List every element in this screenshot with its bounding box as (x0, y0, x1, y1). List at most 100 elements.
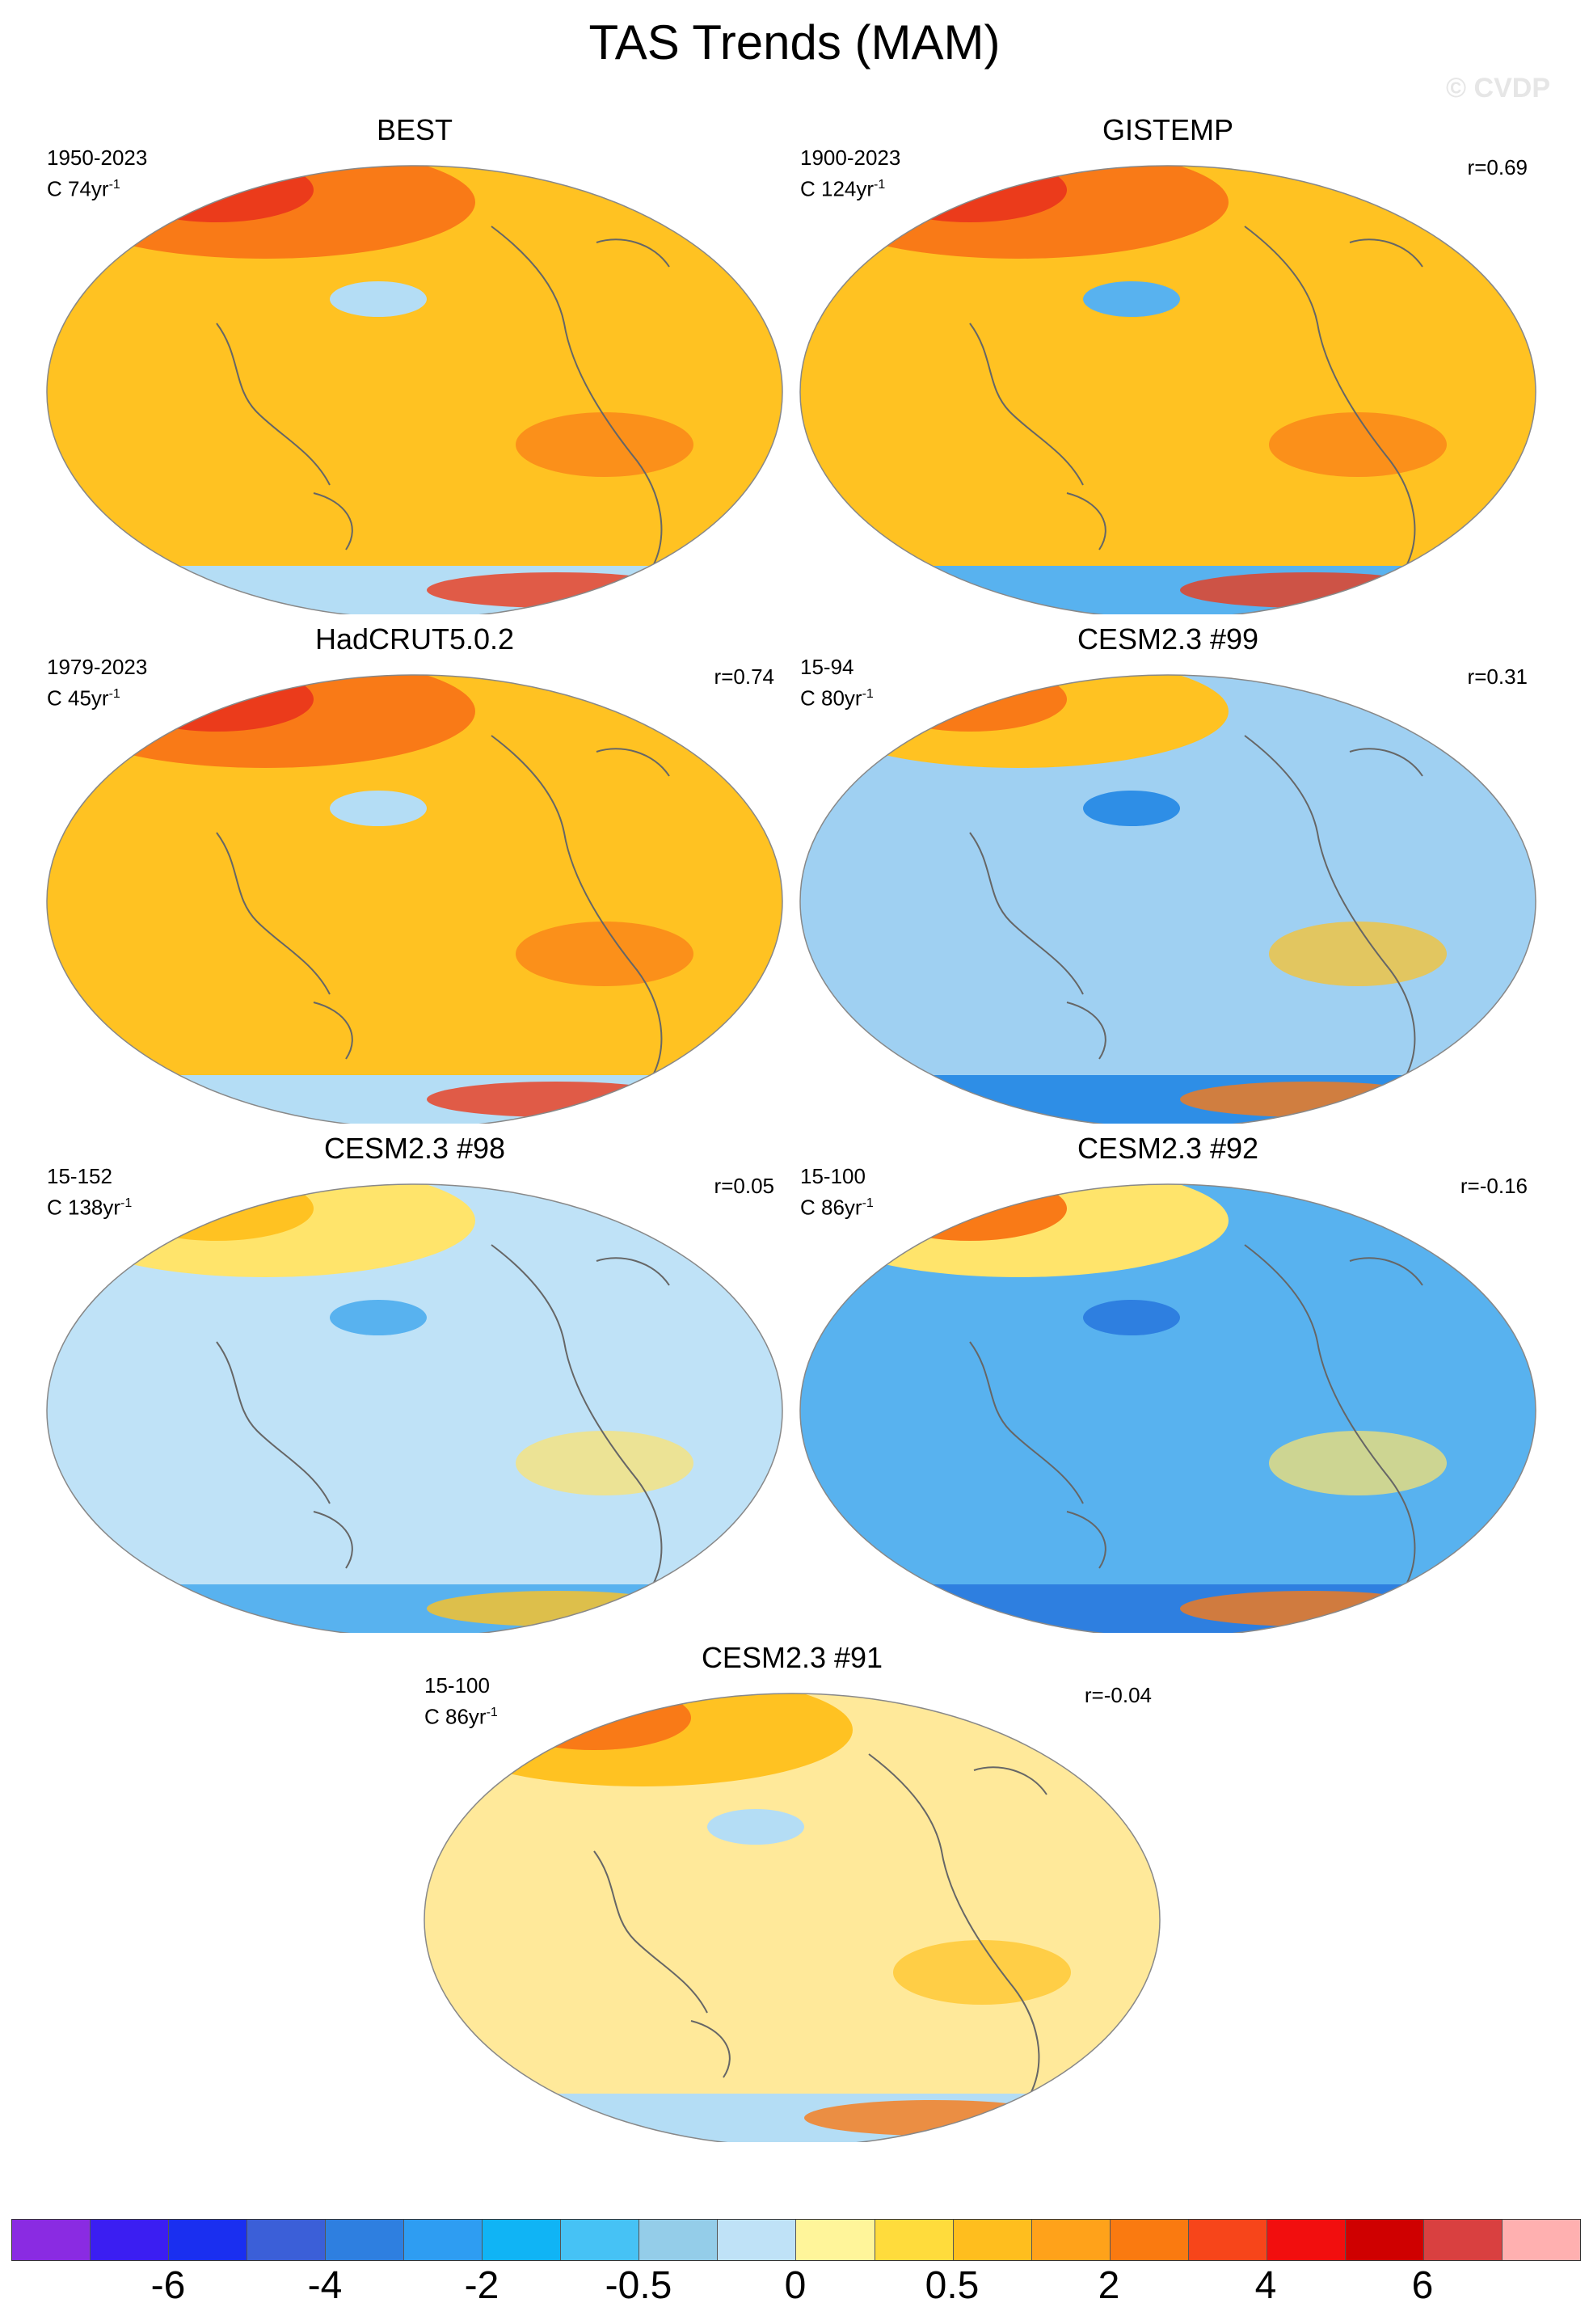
panel-title: CESM2.3 #98 (323, 1132, 506, 1165)
years-range: 1900-2023 (800, 146, 901, 170)
southern-anomaly (800, 566, 1536, 614)
pacific-anomaly (330, 791, 427, 826)
trend-units-base: C 80yr (800, 685, 862, 711)
trend-units-base: C 86yr (424, 1704, 487, 1729)
coastlines (216, 226, 670, 567)
coastlines (969, 1244, 1423, 1585)
trend-units: C 74yr-1 (47, 171, 147, 203)
colorbar-swatch (91, 2220, 170, 2260)
trend-units-base: C 74yr (47, 176, 109, 201)
panel-title: CESM2.3 #92 (1077, 1132, 1259, 1165)
atlantic-anomaly (516, 922, 693, 986)
trend-units-exponent: -1 (120, 1196, 133, 1210)
colorbar-swatch (796, 2220, 875, 2260)
arctic-anomaly (873, 1184, 1067, 1241)
colorbar-swatch (1345, 2220, 1424, 2260)
southern-anomaly (800, 1584, 1536, 1633)
atlantic-anomaly (516, 1431, 693, 1495)
correlation-label: r=0.05 (714, 1174, 774, 1198)
correlation-label: r=0.31 (1467, 664, 1528, 689)
trend-units: C 80yr-1 (800, 681, 874, 712)
period-label: 15-152 C 138yr-1 (47, 1162, 132, 1221)
pacific-anomaly (707, 1809, 804, 1845)
correlation-label: r=-0.16 (1460, 1174, 1528, 1198)
arctic-anomaly (873, 675, 1067, 732)
years-range: 15-94 (800, 655, 854, 679)
period-label: 1979-2023 C 45yr-1 (47, 653, 147, 712)
colorbar-labels: -6 -4 -2 -0.5 0 0.5 2 4 6 (11, 2263, 1579, 2312)
panel-title: HadCRUT5.0.2 (314, 622, 515, 656)
colorbar-swatch (326, 2220, 405, 2260)
coastlines (969, 226, 1423, 567)
map-panel: CESM2.3 #92 15-100 C 86yr-1 r=-0.16 (792, 1132, 1544, 1633)
trend-units-base: C 45yr (47, 685, 109, 711)
globe-map (799, 165, 1536, 614)
antarctic-anomaly (1180, 1082, 1439, 1117)
trend-units-exponent: -1 (108, 178, 120, 192)
colorbar-swatch (1267, 2220, 1346, 2260)
atlantic-anomaly (516, 412, 693, 477)
map-panel: GISTEMP 1900-2023 C 124yr-1 r=0.69 (792, 113, 1544, 614)
trend-units-base: C 124yr (800, 176, 875, 201)
coastlines (216, 735, 670, 1076)
antarctic-anomaly (427, 572, 685, 608)
trend-units-base: C 138yr (47, 1195, 121, 1220)
coastlines (593, 1753, 1047, 2094)
trend-units-exponent: -1 (874, 178, 886, 192)
map-panel: CESM2.3 #98 15-152 C 138yr-1 r=0.05 (39, 1132, 790, 1633)
pacific-anomaly (1083, 281, 1180, 317)
globe-map (799, 674, 1536, 1124)
map-panel: BEST 1950-2023 C 74yr-1 (39, 113, 790, 614)
antarctic-anomaly (1180, 572, 1439, 608)
globe-outline (799, 674, 1536, 1124)
period-label: 15-100 C 86yr-1 (424, 1672, 498, 1731)
antarctic-anomaly (427, 1082, 685, 1117)
pacific-anomaly (330, 1300, 427, 1335)
period-label: 15-100 C 86yr-1 (800, 1162, 874, 1221)
globe-map (46, 674, 783, 1124)
trend-units: C 138yr-1 (47, 1190, 132, 1221)
period-label: 1950-2023 C 74yr-1 (47, 144, 147, 203)
trend-units-base: C 86yr (800, 1195, 862, 1220)
globe-outline (46, 1183, 783, 1633)
years-range: 15-152 (47, 1164, 112, 1188)
southern-anomaly (800, 1075, 1536, 1124)
colorbar-tick-label: 0 (784, 2264, 807, 2307)
arctic-anomaly (120, 166, 314, 222)
colorbar-tick-label: 6 (1411, 2264, 1434, 2307)
colorbar-tick-label: 2 (1098, 2264, 1120, 2307)
southern-anomaly (47, 1075, 782, 1124)
trend-units: C 124yr-1 (800, 171, 900, 203)
pacific-anomaly (1083, 791, 1180, 826)
antarctic-anomaly (427, 1591, 685, 1626)
map-panel: CESM2.3 #99 15-94 C 80yr-1 r=0.31 (792, 622, 1544, 1124)
colorbar-swatch (875, 2220, 954, 2260)
colorbar-tick-label: 0.5 (925, 2264, 980, 2307)
colorbar-tick-label: -2 (464, 2264, 499, 2307)
atlantic-anomaly (893, 1940, 1071, 2005)
colorbar-swatch (404, 2220, 483, 2260)
correlation-label: r=0.74 (714, 664, 774, 689)
figure-title: TAS Trends (MAM) (588, 15, 1001, 70)
colorbar-swatch (953, 2220, 1032, 2260)
years-range: 1979-2023 (47, 655, 148, 679)
globe-map (46, 1183, 783, 1633)
southern-anomaly (47, 1584, 782, 1633)
period-label: 1900-2023 C 124yr-1 (800, 144, 900, 203)
years-range: 15-100 (424, 1673, 490, 1698)
colorbar-swatch (561, 2220, 640, 2260)
arctic-anomaly (120, 675, 314, 732)
colorbar-swatch (12, 2220, 91, 2260)
antarctic-anomaly (804, 2100, 1063, 2136)
southern-anomaly (424, 2094, 1160, 2142)
colorbar-swatch (639, 2220, 719, 2260)
correlation-label: r=0.69 (1467, 155, 1528, 179)
period-label: 15-94 C 80yr-1 (800, 653, 874, 712)
globe-map (799, 1183, 1536, 1633)
colorbar-swatch (1423, 2220, 1503, 2260)
colorbar-swatch (1188, 2220, 1267, 2260)
colorbar-swatch (1502, 2220, 1580, 2260)
map-panel: HadCRUT5.0.2 1979-2023 C 45yr-1 r=0.74 (39, 622, 790, 1124)
map-panel: CESM2.3 #91 15-100 C 86yr-1 r=-0.04 (416, 1641, 1168, 2142)
coastlines (969, 735, 1423, 1076)
